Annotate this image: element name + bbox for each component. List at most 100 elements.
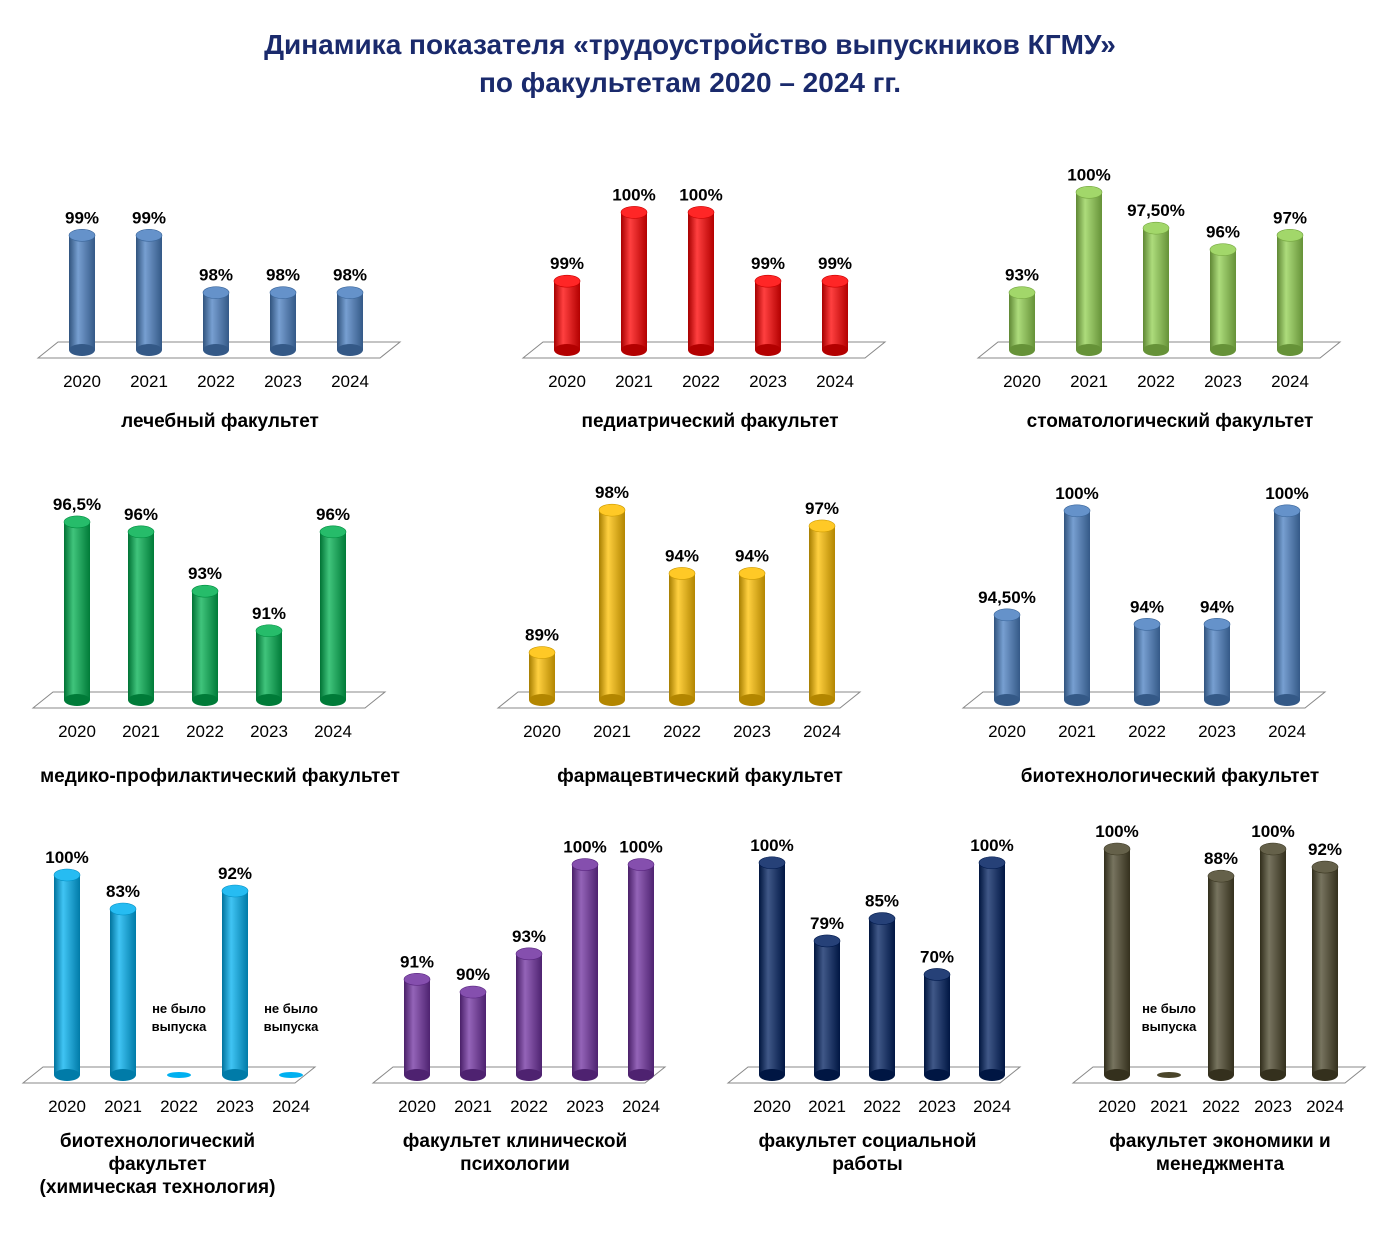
data-label: 70% (920, 947, 954, 966)
x-tick-label: 2023 (1198, 722, 1236, 741)
data-label: 98% (595, 483, 629, 502)
bar (336, 286, 364, 356)
faculty-chart-plot: 2020 89% 2021 98% 2022 94% 2023 94% 2024 97% (496, 483, 862, 741)
x-tick-label: 2023 (250, 722, 288, 741)
x-tick-label: 2024 (973, 1097, 1011, 1116)
faculty-caption: медико-профилактический факультет (25, 765, 415, 788)
x-tick-label: 2022 (197, 372, 235, 391)
x-tick-label: 2023 (566, 1097, 604, 1116)
x-tick-label: 2022 (1202, 1097, 1240, 1116)
faculty-caption-line: лечебный факультет (121, 411, 319, 432)
faculty-chart-1: 2020 99% 2021 99% 2022 98% 2023 98% 2024 98% лечеб… (30, 140, 410, 490)
faculty-caption-line: психологии (460, 1154, 570, 1175)
data-label: 79% (810, 914, 844, 933)
data-label: 91% (400, 952, 434, 971)
bar (269, 286, 297, 356)
data-label: 100% (750, 836, 793, 855)
x-tick-label: 2023 (1254, 1097, 1292, 1116)
data-label: 94% (665, 546, 699, 565)
data-label: 96,5% (53, 495, 101, 514)
x-tick-label: 2022 (186, 722, 224, 741)
bar (758, 856, 786, 1081)
bar (255, 624, 283, 706)
x-tick-label: 2022 (160, 1097, 198, 1116)
x-tick-label: 2022 (863, 1097, 901, 1116)
empty-bar-marker (167, 1072, 191, 1078)
bar (68, 229, 96, 356)
data-label: 100% (970, 836, 1013, 855)
bar (528, 646, 556, 706)
data-label: 91% (252, 604, 286, 623)
x-tick-label: 2021 (1150, 1097, 1188, 1116)
x-tick-label: 2021 (808, 1097, 846, 1116)
x-tick-label: 2023 (918, 1097, 956, 1116)
faculty-chart-plot: 2020 100% 2021 79% 2022 85% 2023 70% 2024 100% (726, 836, 1022, 1116)
bar (515, 947, 543, 1081)
x-tick-label: 2022 (510, 1097, 548, 1116)
data-label: 92% (1308, 840, 1342, 859)
bar (993, 608, 1021, 706)
faculty-caption-line: факультет клинической (402, 1131, 628, 1152)
bar (459, 985, 487, 1081)
bar (1207, 869, 1235, 1081)
data-label: 83% (106, 882, 140, 901)
faculty-caption: факультет социальной работы (725, 1130, 1010, 1176)
x-tick-label: 2020 (1003, 372, 1041, 391)
data-label: 100% (563, 838, 606, 857)
bar (620, 206, 648, 356)
faculty-chart-4: 2020 96,5% 2021 96% 2022 93% 2023 91% 2024 96% мед… (25, 490, 400, 845)
faculty-chart-10: 2020 100% 2021 не было выпуска 2022 88% 2023 100… (1065, 822, 1375, 1210)
faculty-caption: педиатрический факультет (545, 410, 875, 433)
faculty-chart-plot: 2020 99% 2021 100% 2022 100% 2023 99% 2024 99% (521, 185, 887, 391)
empty-bar-marker (279, 1072, 303, 1078)
data-label: 98% (266, 266, 300, 285)
data-label: 93% (1005, 266, 1039, 285)
data-label: 99% (65, 208, 99, 227)
data-label: 97,50% (1127, 201, 1185, 220)
data-label: 96% (124, 505, 158, 524)
data-label: 94% (1130, 597, 1164, 616)
bar (821, 274, 849, 356)
bar (53, 868, 81, 1081)
faculty-chart-plot: 2020 100% 2021 83% 2022 не было выпуска 2023 92%… (21, 848, 320, 1116)
faculty-caption-line: (химическая технология) (39, 1177, 276, 1198)
bar (1276, 229, 1304, 356)
x-tick-label: 2024 (1268, 722, 1306, 741)
data-label: 100% (1067, 165, 1110, 184)
data-label: 96% (316, 505, 350, 524)
data-label: 100% (1251, 822, 1294, 841)
faculty-caption-line: фармацевтический факультет (557, 766, 843, 787)
x-tick-label: 2024 (331, 372, 369, 391)
x-tick-label: 2021 (122, 722, 160, 741)
x-tick-label: 2023 (264, 372, 302, 391)
x-tick-label: 2023 (1204, 372, 1242, 391)
bar (1103, 842, 1131, 1081)
bar (1142, 221, 1170, 356)
faculty-caption: биотехнологический факультет (химическая т… (15, 1130, 300, 1199)
data-label: 92% (218, 864, 252, 883)
x-tick-label: 2020 (523, 722, 561, 741)
x-tick-label: 2021 (104, 1097, 142, 1116)
no-release-label: выпуска (264, 1019, 320, 1034)
faculty-caption-line: стоматологический факультет (1026, 411, 1314, 432)
bar (191, 584, 219, 706)
data-label: 99% (751, 254, 785, 273)
bar (571, 858, 599, 1081)
x-tick-label: 2024 (314, 722, 352, 741)
x-tick-label: 2024 (622, 1097, 660, 1116)
faculty-chart-plot: 2020 96,5% 2021 96% 2022 93% 2023 91% 2024 96% (31, 495, 387, 741)
data-label: 94,50% (978, 588, 1036, 607)
x-tick-label: 2020 (48, 1097, 86, 1116)
bar (1075, 186, 1103, 356)
x-tick-label: 2022 (1128, 722, 1166, 741)
bar (808, 519, 836, 706)
bar (1259, 842, 1287, 1081)
faculty-chart-3: 2020 93% 2021 100% 2022 97,50% 2023 96% 2024 97% с… (970, 140, 1350, 490)
x-tick-label: 2020 (63, 372, 101, 391)
x-tick-label: 2024 (803, 722, 841, 741)
faculty-caption-line: менеджмента (1155, 1154, 1285, 1175)
x-tick-label: 2023 (216, 1097, 254, 1116)
data-label: 100% (1055, 484, 1098, 503)
data-label: 100% (1265, 484, 1308, 503)
faculty-caption-line: работы (832, 1154, 903, 1175)
